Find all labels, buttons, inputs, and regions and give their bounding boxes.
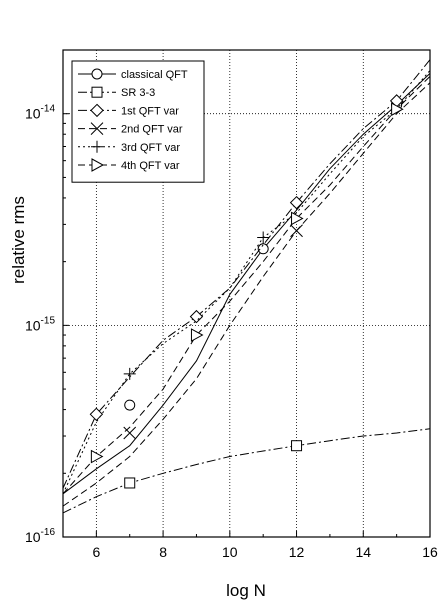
- x-tick-label: 14: [355, 544, 371, 560]
- data-point-diamond: [89, 407, 104, 421]
- series-line: [62, 70, 431, 495]
- legend-entry: 4th QFT var: [78, 158, 180, 172]
- plot-frame: [62, 49, 431, 538]
- series-layer: [62, 59, 431, 514]
- data-point-square: [91, 86, 103, 98]
- legend-entry: 2nd QFT var: [78, 122, 183, 136]
- legend-entry: SR 3-3: [78, 86, 155, 99]
- legend-entry: classical QFT: [78, 68, 188, 81]
- legend-entry: 3rd QFT var: [78, 140, 180, 154]
- data-point-triangle: [291, 211, 304, 226]
- legend-entry: 1st QFT var: [78, 103, 179, 118]
- data-point-x: [290, 224, 303, 238]
- series-line: [62, 73, 431, 495]
- x-tick-label: 12: [289, 544, 305, 560]
- y-tick-label: 10-14: [25, 104, 55, 122]
- data-point-circle: [124, 399, 136, 411]
- x-tick-label: 10: [222, 544, 238, 560]
- data-point-x: [90, 122, 104, 135]
- series-2: [62, 428, 431, 514]
- data-point-plus: [123, 367, 136, 380]
- data-point-plus: [91, 140, 103, 153]
- x-axis-label: log N: [226, 581, 266, 600]
- series-4: [62, 82, 431, 507]
- x-tick-label: 16: [422, 544, 438, 560]
- data-point-triangle: [90, 449, 104, 464]
- data-point-x: [123, 426, 137, 440]
- legend-label: 3rd QFT var: [121, 142, 180, 154]
- legend-label: 1st QFT var: [121, 105, 179, 117]
- data-point-triangle: [190, 328, 204, 342]
- x-tick-label: 6: [92, 544, 100, 560]
- data-point-diamond: [289, 195, 304, 210]
- legend: classical QFT SR 3-3 1st QFT var 2nd QFT va…: [71, 60, 205, 183]
- y-axis: 10-16 10-15 10-14: [25, 49, 69, 545]
- y-tick-label: 10-15: [25, 315, 55, 333]
- data-point-square: [124, 477, 136, 489]
- legend-label: 4th QFT var: [121, 160, 180, 172]
- legend-label: classical QFT: [121, 69, 188, 81]
- series-line: [62, 82, 431, 507]
- data-point-diamond: [90, 103, 104, 118]
- y-tick-label: 10-16: [25, 527, 55, 545]
- series-line: [62, 59, 431, 489]
- data-point-circle: [257, 243, 269, 255]
- x-axis: 6 8 10 12 14 16: [62, 531, 438, 560]
- data-point-triangle: [391, 102, 404, 117]
- data-point-plus: [257, 231, 270, 244]
- data-point-circle: [91, 68, 103, 80]
- series-line: [62, 428, 431, 514]
- legend-label: 2nd QFT var: [121, 124, 183, 136]
- data-point-square: [291, 440, 303, 452]
- series-6: [62, 76, 431, 495]
- x-tick-label: 8: [159, 544, 167, 560]
- legend-label: SR 3-3: [121, 87, 155, 99]
- y-axis-label: relative rms: [9, 196, 28, 284]
- data-point-diamond: [189, 309, 204, 324]
- data-point-triangle: [91, 158, 105, 172]
- series-5: [62, 70, 431, 495]
